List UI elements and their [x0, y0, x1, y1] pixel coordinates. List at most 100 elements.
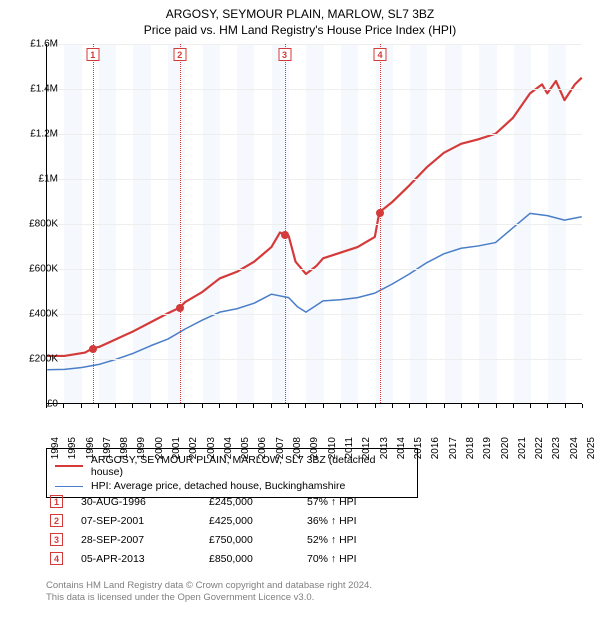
sale-row-num: 2	[50, 514, 63, 527]
x-tick	[150, 404, 151, 408]
legend-label-hpi: HPI: Average price, detached house, Buck…	[91, 480, 345, 492]
x-tick-label: 1998	[119, 437, 130, 459]
sale-marker-square: 1	[86, 48, 99, 61]
x-tick-label: 2021	[517, 437, 528, 459]
x-tick	[271, 404, 272, 408]
x-tick	[288, 404, 289, 408]
x-tick-label: 2008	[292, 437, 303, 459]
x-tick-label: 1999	[136, 437, 147, 459]
sale-pct: 57% ↑ HPI	[307, 496, 357, 508]
x-tick	[219, 404, 220, 408]
sales-table: 130-AUG-1996£245,00057% ↑ HPI207-SEP-200…	[46, 492, 582, 568]
sale-pct: 70% ↑ HPI	[307, 553, 357, 565]
hgrid-line	[47, 359, 582, 360]
sale-date: 30-AUG-1996	[81, 496, 191, 508]
x-tick-label: 2003	[206, 437, 217, 459]
x-tick	[426, 404, 427, 408]
y-tick-label: £600K	[29, 264, 58, 275]
series-hpi	[47, 213, 582, 369]
x-tick-label: 2020	[500, 437, 511, 459]
x-tick	[167, 404, 168, 408]
sale-price: £850,000	[209, 553, 289, 565]
y-tick-label: £800K	[29, 219, 58, 230]
title-subtitle: Price paid vs. HM Land Registry's House …	[0, 22, 600, 38]
x-tick-label: 2011	[344, 437, 355, 459]
x-tick	[461, 404, 462, 408]
x-tick-label: 2019	[482, 437, 493, 459]
x-tick	[444, 404, 445, 408]
x-tick	[236, 404, 237, 408]
x-tick-label: 2017	[448, 437, 459, 459]
hgrid-line	[47, 89, 582, 90]
sale-dot	[376, 209, 384, 217]
sale-date: 07-SEP-2001	[81, 515, 191, 527]
x-tick-label: 2005	[240, 437, 251, 459]
x-tick	[565, 404, 566, 408]
sale-row-num: 1	[50, 495, 63, 508]
x-tick	[340, 404, 341, 408]
hgrid-line	[47, 134, 582, 135]
x-tick-label: 1995	[67, 437, 78, 459]
sale-row: 4 05-APR-2013 £850,000 70% ↑ HPI	[46, 549, 582, 568]
sale-vline	[285, 44, 286, 403]
x-tick-label: 2000	[154, 437, 165, 459]
legend-swatch-price	[55, 465, 83, 467]
x-tick-label: 2002	[188, 437, 199, 459]
x-tick-label: 1997	[102, 437, 113, 459]
x-tick-label: 1996	[85, 437, 96, 459]
hgrid-line	[47, 314, 582, 315]
x-tick-label: 2012	[361, 437, 372, 459]
x-tick-label: 1994	[50, 437, 61, 459]
x-tick	[530, 404, 531, 408]
x-tick	[582, 404, 583, 408]
sale-pct: 52% ↑ HPI	[307, 534, 357, 546]
x-tick	[202, 404, 203, 408]
sale-marker-square: 4	[374, 48, 387, 61]
x-tick	[132, 404, 133, 408]
sale-row: 207-SEP-2001£425,00036% ↑ HPI	[46, 511, 582, 530]
y-tick-label: £400K	[29, 309, 58, 320]
x-tick-label: 2016	[430, 437, 441, 459]
x-tick	[253, 404, 254, 408]
y-tick-label: £1.4M	[30, 84, 58, 95]
x-tick-label: 2004	[223, 437, 234, 459]
x-tick-label: 2009	[309, 437, 320, 459]
legend-row-hpi: HPI: Average price, detached house, Buck…	[55, 479, 409, 493]
sale-row: 130-AUG-1996£245,00057% ↑ HPI	[46, 492, 582, 511]
y-tick-label: £1.6M	[30, 39, 58, 50]
sale-date: 05-APR-2013	[81, 553, 191, 565]
x-tick-label: 2007	[275, 437, 286, 459]
footer: Contains HM Land Registry data © Crown c…	[46, 580, 582, 604]
x-tick	[478, 404, 479, 408]
sale-price: £750,000	[209, 534, 289, 546]
sale-pct: 36% ↑ HPI	[307, 515, 357, 527]
footer-line2: This data is licensed under the Open Gov…	[46, 592, 582, 604]
chart-area: 1 2 3 4	[46, 44, 582, 404]
x-tick-label: 2001	[171, 437, 182, 459]
x-tick-label: 2025	[586, 437, 597, 459]
sale-row: 328-SEP-2007£750,00052% ↑ HPI	[46, 530, 582, 549]
sale-dot	[89, 345, 97, 353]
sale-vline	[380, 44, 381, 403]
x-tick	[323, 404, 324, 408]
sale-dot	[176, 304, 184, 312]
x-tick	[63, 404, 64, 408]
sale-marker-square: 3	[278, 48, 291, 61]
y-tick-label: £1.2M	[30, 129, 58, 140]
sale-marker-square: 2	[173, 48, 186, 61]
x-tick	[98, 404, 99, 408]
x-tick	[547, 404, 548, 408]
x-tick	[305, 404, 306, 408]
sale-vline	[180, 44, 181, 403]
x-tick-label: 2006	[257, 437, 268, 459]
x-tick-label: 2013	[379, 437, 390, 459]
hgrid-line	[47, 269, 582, 270]
title-address: ARGOSY, SEYMOUR PLAIN, MARLOW, SL7 3BZ	[0, 6, 600, 22]
hgrid-line	[47, 179, 582, 180]
x-tick-label: 2014	[396, 437, 407, 459]
sale-row-num: 4	[50, 552, 63, 565]
x-tick	[115, 404, 116, 408]
x-tick	[409, 404, 410, 408]
chart-title-block: ARGOSY, SEYMOUR PLAIN, MARLOW, SL7 3BZ P…	[0, 0, 600, 38]
sale-dot	[281, 231, 289, 239]
